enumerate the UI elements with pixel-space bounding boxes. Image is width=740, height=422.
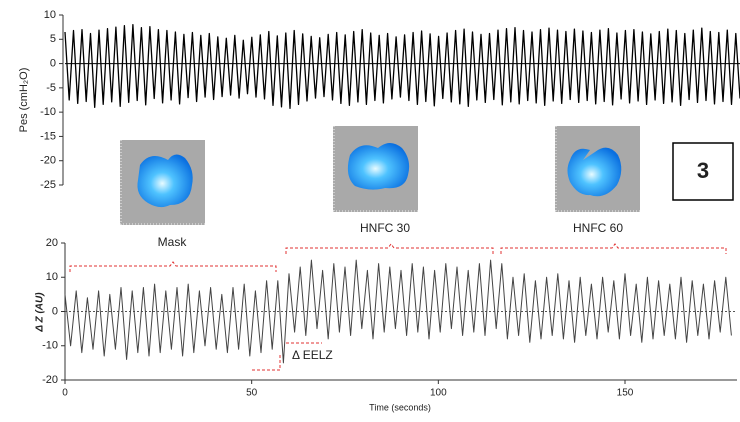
eelz-label: Δ EELZ xyxy=(292,348,333,362)
panel-label: 3 xyxy=(697,158,709,183)
x-tick-label: 50 xyxy=(246,388,258,399)
y-tick-label: -10 xyxy=(42,340,58,352)
x-axis-label: Time (seconds) xyxy=(369,402,431,412)
waveform xyxy=(65,25,740,109)
y-axis-label: Pes (cmH₂O) xyxy=(18,68,30,133)
y-tick-label: -25 xyxy=(40,179,56,191)
y-tick-label: -15 xyxy=(40,130,56,142)
y-tick-label: -20 xyxy=(42,374,58,386)
eit-image xyxy=(120,140,205,225)
eit-image xyxy=(555,126,640,212)
y-tick-label: -10 xyxy=(40,106,56,118)
eit-image xyxy=(333,126,418,212)
y-tick-label: 20 xyxy=(46,237,58,249)
phase-label: HNFC 60 xyxy=(573,221,623,235)
y-tick-label: -5 xyxy=(46,82,56,94)
x-tick-label: 0 xyxy=(62,388,68,399)
y-tick-label: -20 xyxy=(40,155,56,167)
phase-label: HNFC 30 xyxy=(360,221,410,235)
y-axis-label: Δ Z (AU) xyxy=(35,292,46,333)
x-tick-label: 150 xyxy=(617,388,634,399)
y-tick-label: 10 xyxy=(44,9,56,21)
y-tick-label: 0 xyxy=(52,305,58,317)
figure: Pes (cmH₂O) Δ Z (AU) Time (seconds) 3 Ma… xyxy=(0,0,740,422)
y-tick-label: 10 xyxy=(46,271,58,283)
y-tick-label: 5 xyxy=(50,33,56,45)
phase-label: Mask xyxy=(158,235,188,249)
y-tick-label: 0 xyxy=(50,57,56,69)
x-tick-label: 100 xyxy=(430,388,447,399)
